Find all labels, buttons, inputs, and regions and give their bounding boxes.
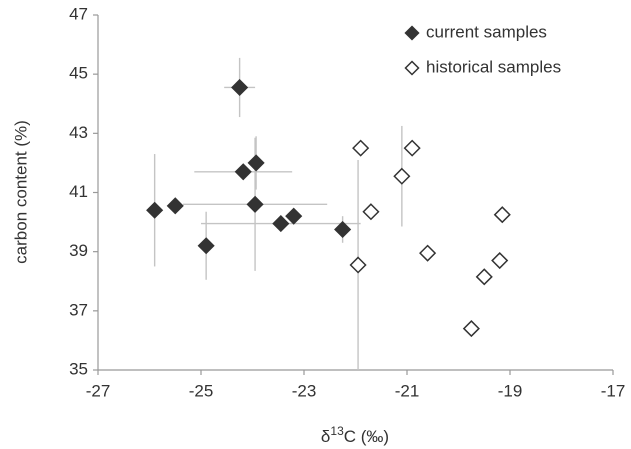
point — [334, 220, 352, 239]
point — [285, 207, 303, 225]
x-tick-label: -17 — [601, 381, 626, 400]
x-label-suffix: C (‰) — [344, 427, 389, 446]
point — [247, 154, 265, 172]
x-tick-label: -25 — [189, 381, 214, 400]
x-label-sup: 13 — [330, 424, 344, 438]
point — [349, 256, 367, 274]
point — [462, 320, 480, 338]
point — [231, 78, 249, 97]
y-tick-label: 35 — [69, 359, 88, 378]
point — [146, 201, 164, 219]
y-tick-label: 47 — [69, 4, 88, 23]
legend-marker — [404, 25, 420, 41]
point — [419, 244, 437, 262]
legend-label: current samples — [426, 22, 547, 41]
y-axis-label: carbon content (%) — [11, 120, 30, 264]
point — [352, 139, 370, 157]
legend-marker — [404, 60, 420, 76]
x-tick-label: -27 — [86, 381, 111, 400]
y-tick-label: 45 — [69, 64, 88, 83]
point — [491, 251, 509, 270]
point — [493, 206, 511, 224]
x-axis-label: δ13C (‰) — [321, 424, 389, 446]
point — [197, 237, 215, 255]
y-tick-label: 37 — [69, 300, 88, 319]
legend-label: historical samples — [426, 57, 561, 76]
x-label-prefix: δ — [321, 427, 330, 446]
point — [362, 203, 380, 221]
y-tick-label: 41 — [69, 182, 88, 201]
x-tick-label: -23 — [292, 381, 317, 400]
point — [166, 197, 184, 215]
point — [393, 167, 411, 185]
y-tick-label: 43 — [69, 123, 88, 142]
point — [403, 139, 421, 157]
point — [234, 163, 252, 181]
point — [272, 215, 290, 233]
point — [475, 268, 493, 286]
point — [246, 195, 264, 213]
y-tick-label: 39 — [69, 241, 88, 260]
x-tick-label: -19 — [498, 381, 523, 400]
x-tick-label: -21 — [395, 381, 420, 400]
